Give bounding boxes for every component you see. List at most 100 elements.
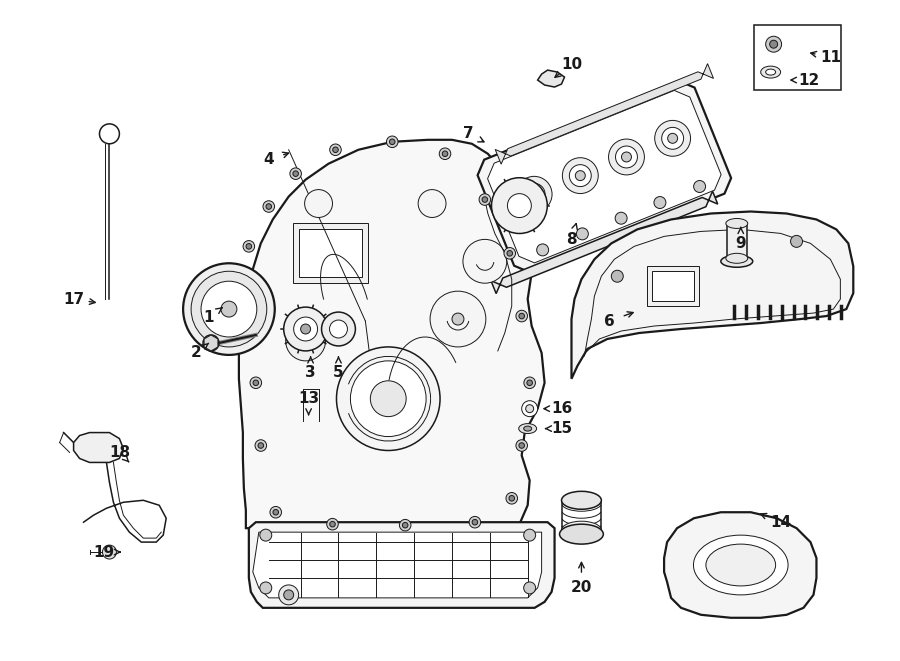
Circle shape [526,405,534,412]
Circle shape [770,40,778,48]
Text: 11: 11 [820,50,841,65]
Circle shape [616,212,627,224]
Text: 2: 2 [191,346,202,360]
Circle shape [183,263,274,355]
Polygon shape [495,63,714,164]
Circle shape [253,380,258,385]
Polygon shape [204,335,218,351]
Circle shape [523,183,545,205]
Circle shape [250,308,256,314]
Circle shape [504,248,516,259]
Circle shape [201,281,256,337]
Circle shape [611,270,624,282]
Text: 16: 16 [551,401,572,416]
Ellipse shape [721,255,752,267]
Circle shape [203,335,219,351]
Circle shape [482,197,488,202]
Circle shape [329,320,347,338]
Text: 20: 20 [571,580,592,596]
Circle shape [562,158,598,194]
Circle shape [507,251,512,256]
Text: 5: 5 [333,366,344,380]
Circle shape [191,271,266,347]
Circle shape [519,313,525,319]
Circle shape [248,305,258,317]
Ellipse shape [766,69,776,75]
Circle shape [263,201,274,212]
Circle shape [304,190,332,217]
Circle shape [100,124,120,144]
Circle shape [463,239,507,283]
Circle shape [524,377,536,389]
Polygon shape [572,212,853,379]
Text: 14: 14 [770,515,791,529]
Circle shape [472,520,478,525]
Text: 18: 18 [109,445,130,460]
Circle shape [221,301,237,317]
Ellipse shape [524,426,532,431]
Circle shape [654,196,666,208]
Circle shape [350,361,426,436]
Text: 7: 7 [463,126,473,141]
Circle shape [270,506,282,518]
Circle shape [616,146,637,168]
Circle shape [292,171,299,176]
Text: 15: 15 [551,421,572,436]
Circle shape [279,585,299,605]
Ellipse shape [760,66,780,78]
Circle shape [400,520,411,531]
Circle shape [576,228,589,240]
Ellipse shape [562,521,601,539]
Circle shape [622,152,632,162]
Text: 9: 9 [735,236,746,251]
Circle shape [402,522,408,528]
Circle shape [293,317,318,341]
Text: 3: 3 [305,366,316,380]
Circle shape [370,381,406,416]
Circle shape [329,522,336,527]
Circle shape [524,582,536,594]
Text: 12: 12 [798,73,819,87]
Ellipse shape [562,491,601,509]
Circle shape [469,516,481,528]
Ellipse shape [560,524,603,544]
Polygon shape [292,223,368,283]
Ellipse shape [725,219,748,229]
Ellipse shape [706,544,776,586]
Circle shape [266,204,272,210]
Circle shape [255,440,266,451]
Circle shape [327,518,338,530]
Circle shape [337,347,440,451]
Circle shape [321,312,356,346]
Circle shape [479,194,490,206]
Polygon shape [299,229,363,277]
Circle shape [668,134,678,143]
Text: 4: 4 [264,152,274,167]
Text: 19: 19 [93,545,114,560]
Text: 10: 10 [561,57,582,71]
Polygon shape [664,512,816,618]
Circle shape [439,148,451,159]
Ellipse shape [694,535,788,595]
Bar [727,223,747,258]
Circle shape [654,120,690,156]
Circle shape [608,139,644,175]
Circle shape [301,324,310,334]
Circle shape [508,194,531,217]
Text: 1: 1 [203,309,214,325]
Polygon shape [248,522,554,608]
Circle shape [390,139,395,145]
Circle shape [766,36,781,52]
Circle shape [519,443,525,448]
Circle shape [284,590,293,600]
Circle shape [246,243,252,249]
Circle shape [516,310,527,322]
Circle shape [284,307,328,351]
Circle shape [273,510,278,515]
Circle shape [524,529,536,541]
Ellipse shape [725,253,748,263]
Circle shape [529,189,539,199]
Circle shape [570,165,591,186]
Circle shape [491,178,547,233]
Polygon shape [74,432,123,463]
